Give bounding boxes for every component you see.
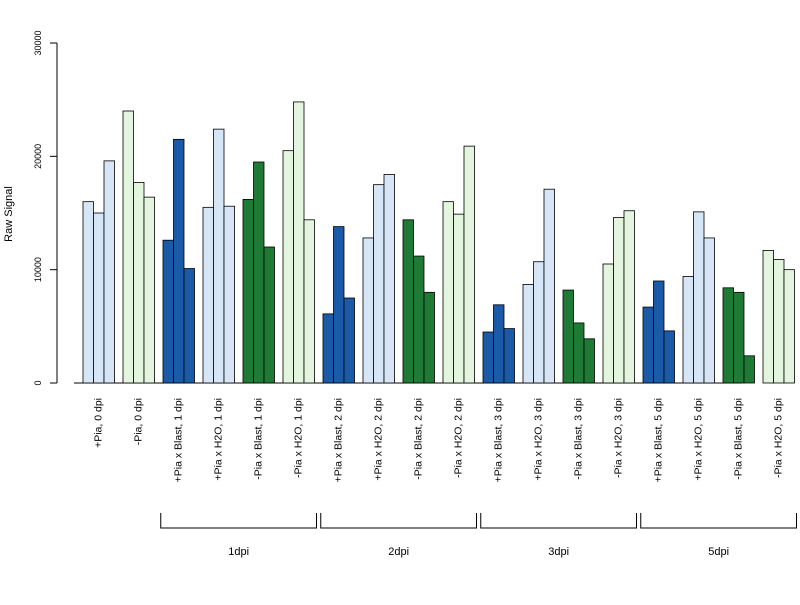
bar [783,269,795,384]
x-tick-label: +Pia x H2O, 5 dpi [693,398,705,481]
x-tick-label: -Pia x Blast, 5 dpi [733,398,745,480]
x-tick-label: +Pia x H2O, 2 dpi [373,398,385,481]
x-tick-label: -Pia x Blast, 2 dpi [413,398,425,480]
bar [103,160,115,384]
bar [703,237,715,384]
bar [583,338,595,384]
bar [453,213,465,384]
bar [82,201,94,384]
x-tick-label: -Pia x Blast, 1 dpi [253,398,265,480]
bar [693,211,705,384]
bar [623,210,635,384]
bar [522,283,534,384]
bar [93,212,105,384]
bar [183,268,195,384]
bar [242,198,254,384]
timepoint-bracket [320,513,477,529]
bar [402,219,414,384]
bar [343,297,355,384]
bar [373,184,385,384]
x-tick-label: +Pia x H2O, 1 dpi [213,398,225,481]
timepoint-bracket [160,513,317,529]
bracket-layer: 1dpi 2dpi 3dpi 5dpi [160,513,797,558]
timepoint-bracket [640,513,797,529]
bar [743,355,755,384]
bar [263,246,275,384]
bar [573,322,585,384]
x-tick-label: -Pia x H2O, 3 dpi [613,398,625,478]
bar [282,150,294,384]
x-tick-label: +Pia x H2O, 3 dpi [533,398,545,481]
bar [533,261,545,384]
bar [253,161,265,384]
bar [383,174,395,384]
y-tick-label: 20000 [33,144,43,169]
bar [642,306,654,384]
bar [493,304,505,384]
x-tick-label: +Pia x Blast, 5 dpi [653,398,665,482]
bar [722,287,734,384]
bar [482,331,494,384]
timepoint-label: 1dpi [228,546,249,558]
bar [543,188,555,384]
x-tick-label: +Pia, 0 dpi [93,398,105,448]
bar [423,291,435,384]
x-tick-label: +Pia x Blast, 2 dpi [333,398,345,482]
bar [143,196,155,384]
bar [122,110,134,384]
bar [322,313,334,384]
y-tick-label: 0 [33,380,43,385]
bar [682,276,694,384]
bar [413,255,425,384]
bar [213,128,225,384]
bar-layer [82,101,795,384]
bar [663,330,675,384]
bar [442,201,454,384]
y-axis-title: Raw Signal [3,186,15,242]
bar [503,328,515,384]
x-tick-label: -Pia x Blast, 3 dpi [573,398,585,480]
timepoint-label: 3dpi [548,546,569,558]
timepoint-label: 5dpi [708,546,729,558]
timepoint-bracket [480,513,637,529]
bar [202,206,214,384]
x-tick-label: -Pia x H2O, 5 dpi [773,398,785,478]
bar [162,239,174,384]
bar [562,289,574,384]
bar [133,181,145,384]
bar [773,259,785,384]
label-layer: +Pia, 0 dpi -Pia, 0 dpi +Pia x Blast, 1 dp… [93,398,785,482]
x-tick-label: -Pia, 0 dpi [133,398,145,445]
bar [653,280,665,384]
bar [613,217,625,384]
bar [762,249,774,384]
x-tick-label: +Pia x Blast, 1 dpi [173,398,185,482]
timepoint-label: 2dpi [388,546,409,558]
y-tick-label: 10000 [33,257,43,282]
bar [293,101,305,384]
bar [333,226,345,384]
bar [173,138,185,384]
bar [223,205,235,384]
x-tick-label: -Pia x H2O, 1 dpi [293,398,305,478]
bar [362,237,374,384]
bar [602,263,614,384]
y-tick-label: 30000 [33,30,43,55]
bar [463,145,475,384]
x-tick-label: +Pia x Blast, 3 dpi [493,398,505,482]
x-tick-label: -Pia x H2O, 2 dpi [453,398,465,478]
bar [733,291,745,384]
bar [303,219,315,384]
